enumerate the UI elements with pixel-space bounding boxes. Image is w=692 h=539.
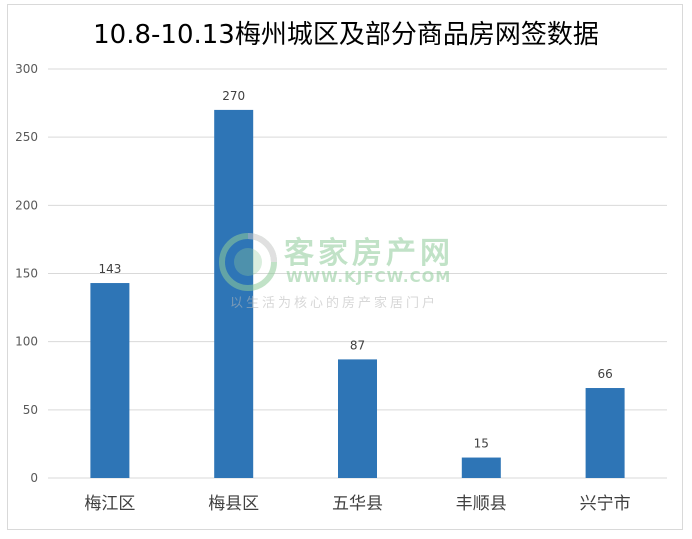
y-tick-label: 100 (15, 335, 38, 349)
x-tick-label: 梅江区 (84, 494, 135, 514)
bar (585, 388, 625, 478)
bar (338, 359, 377, 478)
watermark-url: WWW.KJFCW.COM (286, 268, 452, 286)
bar (461, 457, 501, 478)
x-tick-label: 兴宁市 (580, 494, 631, 514)
chart-title: 10.8-10.13梅州城区及部分商品房网签数据 (93, 20, 599, 50)
x-tick-label: 丰顺县 (456, 494, 507, 514)
data-label: 87 (350, 338, 365, 352)
data-label: 15 (474, 437, 489, 451)
y-tick-label: 200 (15, 198, 38, 212)
watermark-name: 客家房产网 (284, 236, 454, 271)
x-tick-label: 五华县 (332, 494, 383, 514)
data-label: 270 (222, 89, 245, 103)
watermark-logo-icon (219, 233, 277, 291)
x-tick-label: 梅县区 (208, 494, 259, 514)
y-tick-label: 300 (15, 62, 38, 76)
y-tick-label: 150 (15, 267, 38, 281)
data-label: 66 (597, 367, 612, 381)
y-tick-label: 50 (23, 403, 38, 417)
watermark: 客家房产网 WWW.KJFCW.COM 以生活为核心的房产家居门户 (218, 228, 488, 318)
y-tick-label: 250 (15, 130, 38, 144)
watermark-slogan: 以生活为核心的房产家居门户 (230, 296, 439, 311)
data-label: 143 (98, 262, 121, 276)
bar (90, 283, 130, 478)
y-tick-label: 0 (30, 471, 38, 485)
bar (214, 109, 254, 479)
